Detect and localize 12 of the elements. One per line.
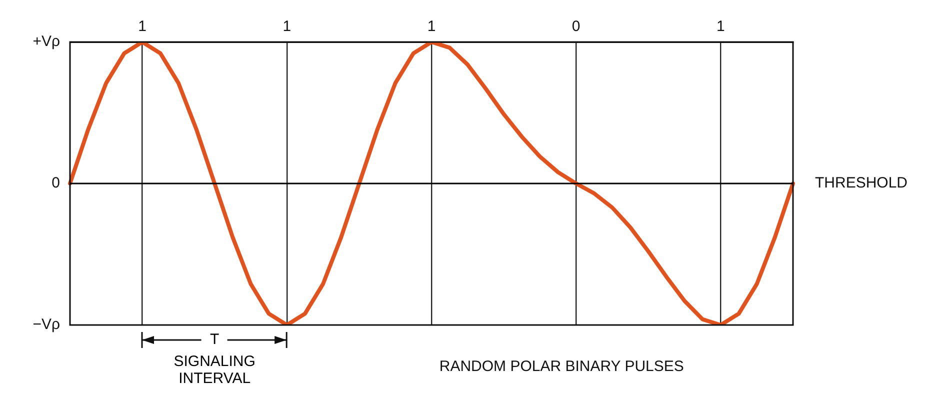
x-tick-label: 1: [138, 18, 146, 36]
text: 0: [52, 174, 60, 192]
x-axis-title: RANDOM POLAR BINARY PULSES: [439, 358, 684, 376]
text: +Vρ: [32, 33, 60, 50]
x-tick-label: 0: [572, 18, 580, 36]
text: SIGNALING INTERVAL: [172, 353, 256, 387]
text: −Vρ: [32, 316, 60, 334]
x-tick-label: 1: [716, 18, 725, 36]
text: T: [209, 331, 220, 349]
x-tick-label: 1: [282, 18, 292, 36]
ref-line-label: THRESHOLD: [815, 174, 908, 192]
x-tick-label: 1: [427, 18, 436, 36]
